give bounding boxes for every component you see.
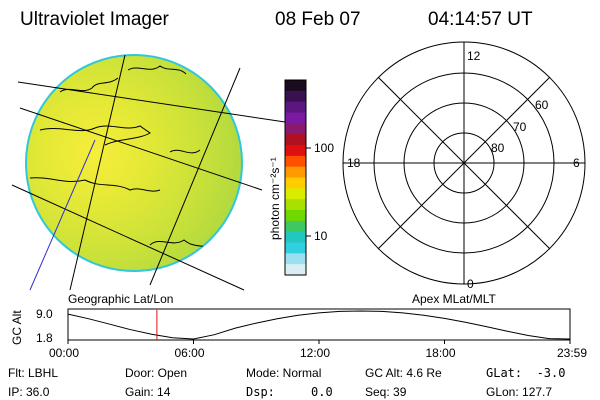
latitude-line [17, 81, 286, 123]
polar-coordinate-label: Apex MLat/MLT [412, 292, 496, 306]
globe-limb [25, 54, 243, 272]
colorbar-band [285, 112, 306, 124]
colorbar-tick-label: 10 [314, 229, 328, 243]
polar-diagonal [377, 76, 551, 250]
colorbar-band [285, 80, 306, 92]
colorbar-band [285, 155, 306, 168]
status-panel: Flt: LBHL Door: Open Mode: Normal GC Alt… [8, 366, 565, 399]
altitude-x-tick-label: 12:00 [300, 346, 330, 360]
altitude-x-tick-label: 18:00 [426, 346, 456, 360]
latitude-line [11, 184, 245, 291]
colorbar-band [285, 101, 306, 114]
altitude-plot: GC Alt 9.0 1.8 00:00 06:00 12:00 18:00 23:59 [10, 307, 587, 360]
mlt-label-12: 12 [467, 49, 481, 63]
mlat-label-80: 80 [491, 141, 505, 155]
mlt-label-0: 0 [467, 277, 474, 291]
altitude-ytick-label: 9.0 [36, 307, 53, 321]
colorbar-band [285, 177, 306, 189]
colorbar-band [285, 134, 306, 146]
latitude-line [19, 107, 263, 191]
longitude-line [149, 67, 241, 286]
longitude-line [69, 54, 126, 291]
colorbar-band [285, 231, 306, 244]
altitude-x-tick-label: 23:59 [557, 346, 587, 360]
status-glon: GLon: 127.7 [486, 385, 552, 399]
colorbar-band [285, 253, 306, 265]
mlat-label-60: 60 [535, 98, 549, 112]
colorbar-band [285, 210, 306, 222]
altitude-ytick-label: 1.8 [36, 331, 53, 345]
altitude-series-line [67, 310, 571, 340]
colorbar-tick-label: 100 [314, 141, 334, 155]
colorbar-band [285, 220, 306, 233]
status-dsp: Dsp: 0.0 [246, 385, 333, 399]
colorbar-band [285, 264, 306, 276]
colorbar-band [285, 123, 306, 135]
status-glat: GLat: -3.0 [486, 366, 565, 380]
colorbar-unit-label: photon cm⁻²s⁻¹ [268, 157, 282, 240]
coastline [29, 177, 161, 192]
altitude-plot-frame [67, 308, 571, 341]
status-gc-alt: GC Alt: 4.6 Re [365, 366, 442, 380]
colorbar-band [285, 166, 306, 179]
terminator-line [29, 139, 96, 291]
altitude-y-label: GC Alt [10, 310, 24, 345]
status-ip: IP: 36.0 [8, 385, 50, 399]
globe-disk [26, 55, 242, 271]
colorbar-band [285, 199, 306, 211]
status-door: Door: Open [125, 366, 187, 380]
colorbar-band [285, 90, 306, 103]
mlt-label-18: 18 [347, 156, 361, 170]
colorbar-band [285, 188, 306, 200]
mlt-label-6: 6 [573, 156, 580, 170]
status-gain: Gain: 14 [125, 385, 171, 399]
altitude-points [68, 311, 570, 339]
globe-coordinate-label: Geographic Lat/Lon [68, 292, 173, 306]
altitude-x-axis: 00:00 06:00 12:00 18:00 23:59 [49, 340, 587, 360]
altitude-x-tick-label: 00:00 [49, 346, 79, 360]
status-filter: Flt: LBHL [8, 366, 58, 380]
date-label: 08 Feb 07 [275, 9, 361, 30]
globe-image [11, 54, 286, 291]
status-seq: Seq: 39 [365, 385, 407, 399]
colorbar-frame [284, 79, 307, 276]
mlat-label-70: 70 [513, 120, 527, 134]
time-label: 04:14:57 UT [428, 9, 533, 30]
colorbar-band [285, 242, 306, 254]
coastline [39, 125, 151, 146]
status-mode: Mode: Normal [246, 366, 321, 380]
colorbar-band [285, 145, 306, 157]
altitude-x-tick-label: 06:00 [175, 346, 205, 360]
coastline [169, 149, 201, 154]
instrument-title: Ultraviolet Imager [20, 9, 170, 30]
coastline [127, 65, 187, 75]
colorbar [285, 80, 306, 276]
polar-plot: 12 18 6 0 60 70 80 [342, 41, 586, 291]
